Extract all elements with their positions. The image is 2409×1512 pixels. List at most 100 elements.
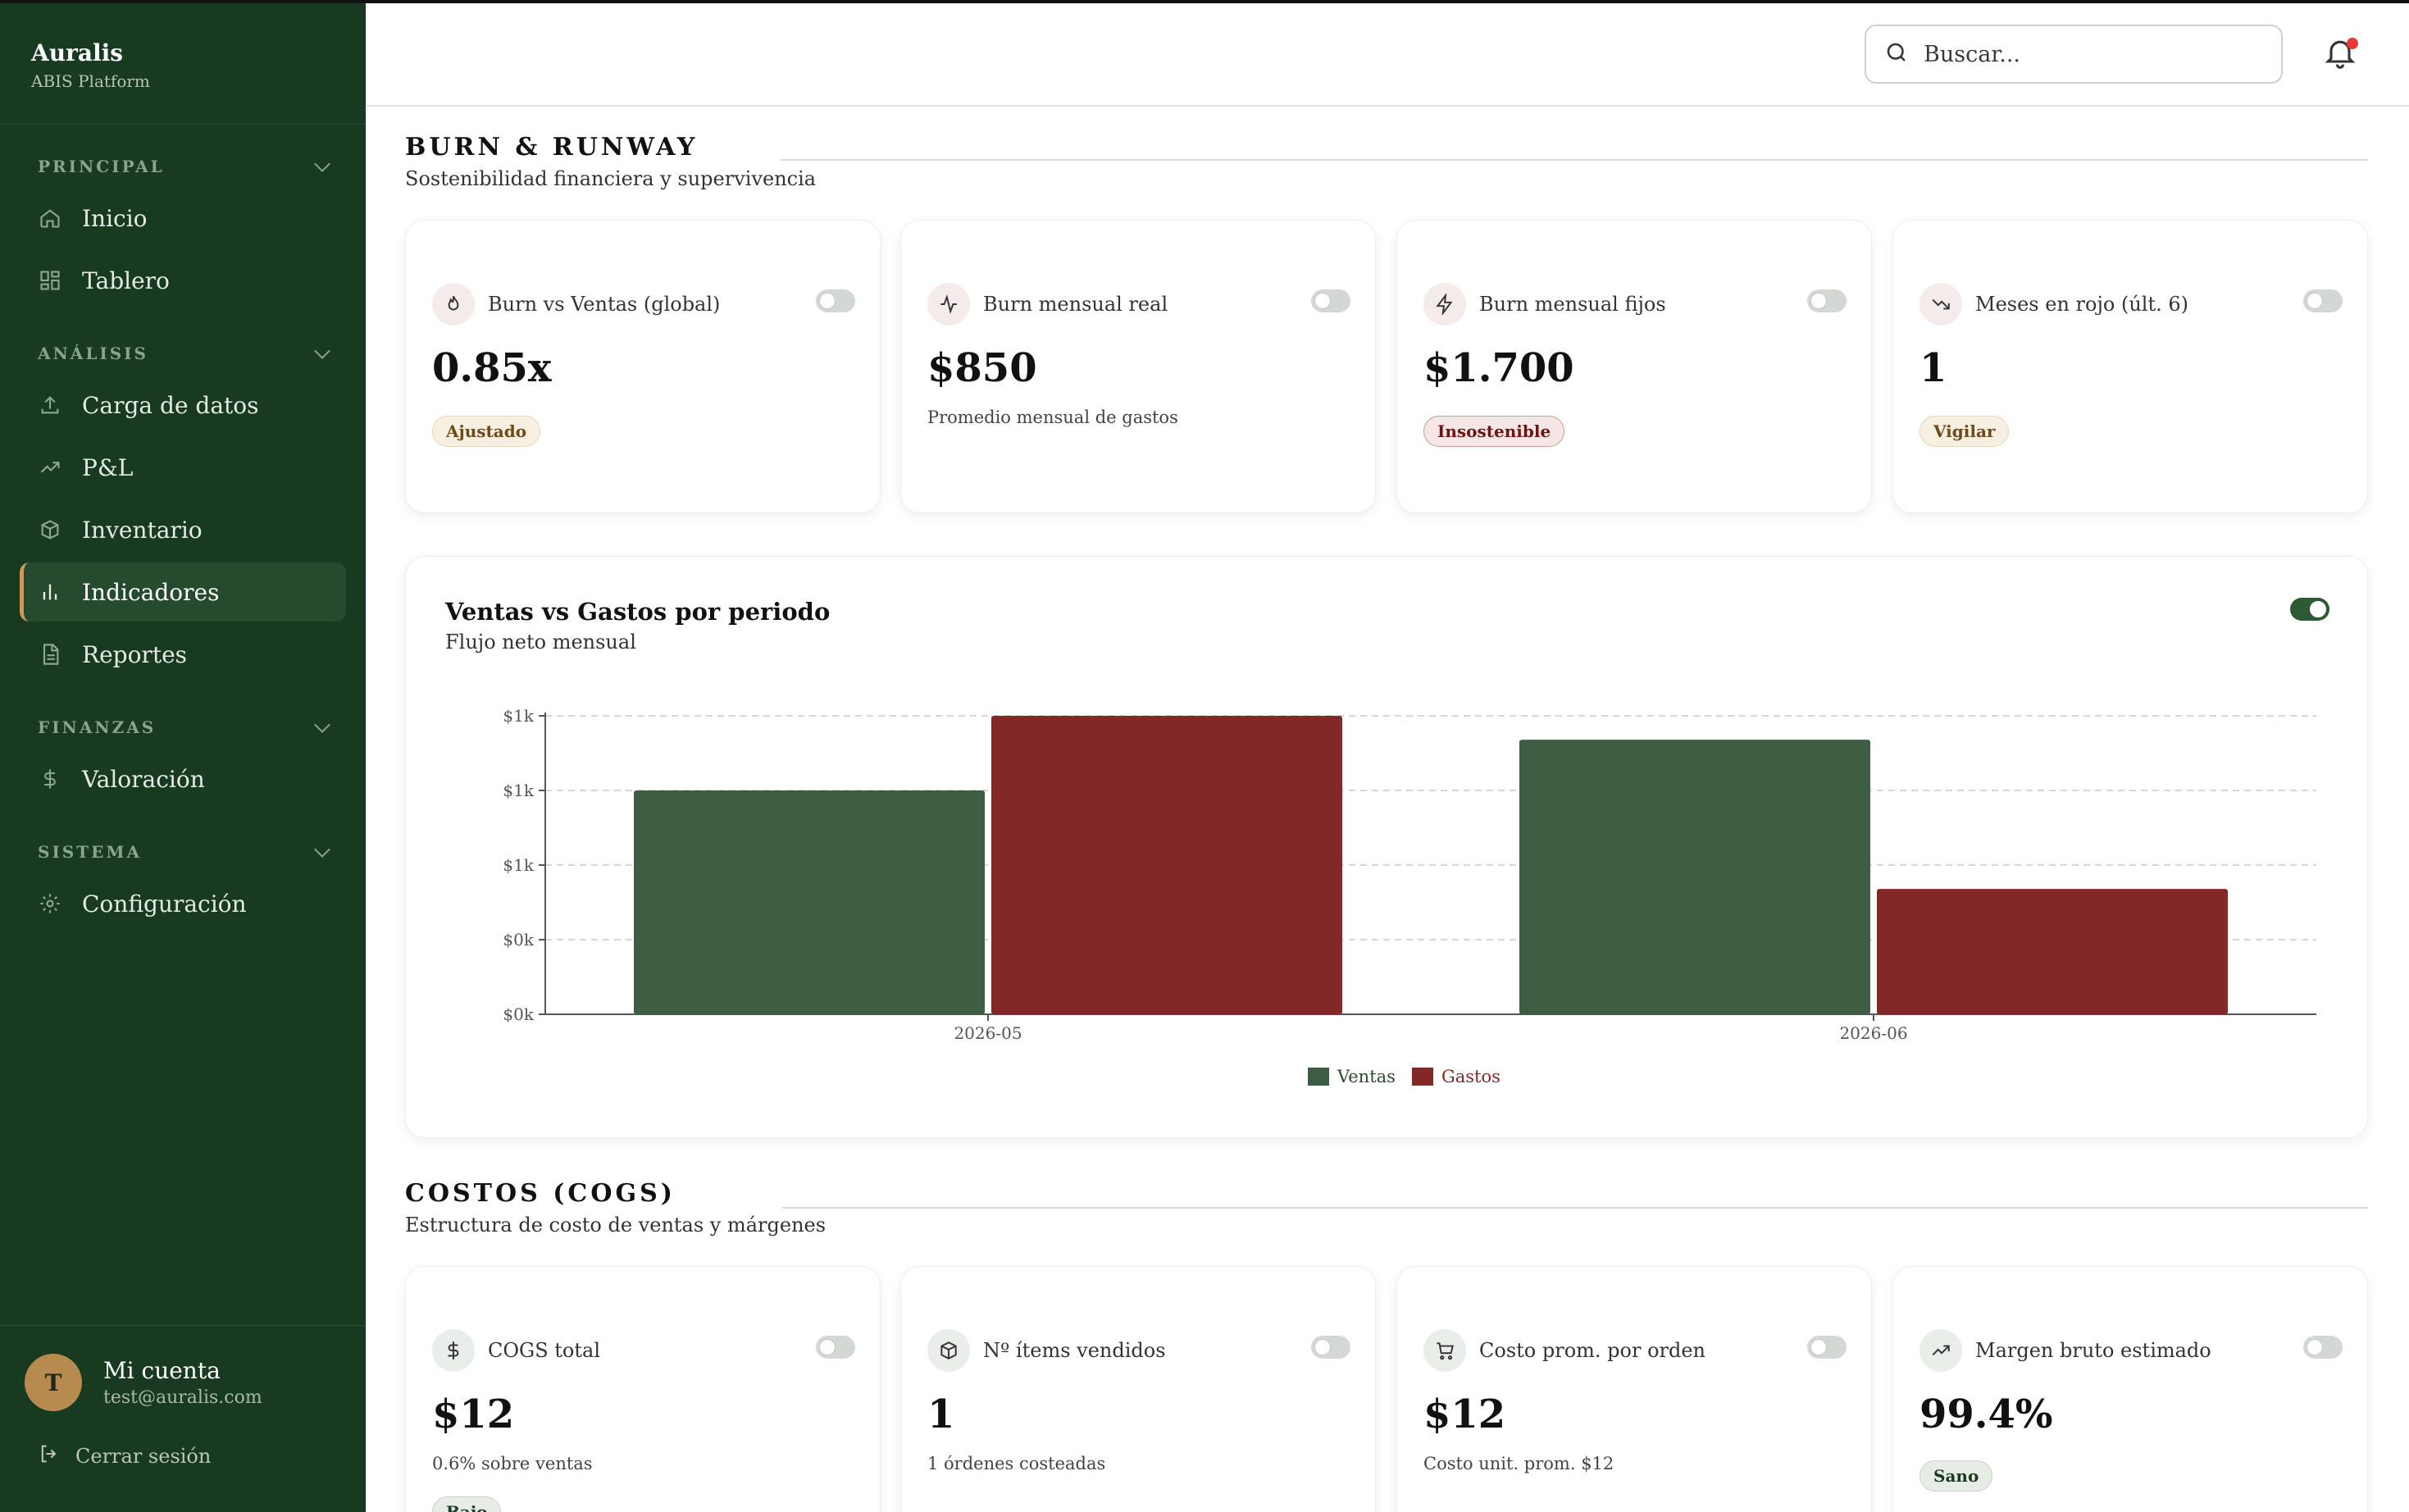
kpi-card-cogs-total: COGS total $12 0.6% sobre ventas Bajo: [405, 1266, 881, 1512]
kpi-note: Promedio mensual de gastos: [927, 408, 1178, 427]
legend-item-gastos[interactable]: Gastos: [1411, 1067, 1501, 1086]
account-menu[interactable]: T Mi cuenta test@auralis.com: [0, 1326, 366, 1411]
nav-section-principal: PRINCIPAL Inicio Tablero: [0, 125, 366, 310]
bar-gastos-2026-05: [991, 716, 1342, 1014]
section-toggle-analisis[interactable]: ANÁLISIS: [20, 341, 346, 366]
chart-legend: Ventas Gastos: [1308, 1067, 1517, 1086]
logout-icon: [38, 1442, 61, 1470]
y-tick-label: $0k: [503, 930, 534, 950]
kpi-card-items-vendidos: Nº ítems vendidos 1 1 órdenes costeadas: [900, 1266, 1376, 1512]
section-title-cogs: COSTOS (COGS): [405, 1179, 676, 1208]
sidebar-item-label: Reportes: [82, 640, 188, 668]
kpi-toggle[interactable]: [2303, 1336, 2343, 1359]
legend-swatch: [1411, 1068, 1433, 1086]
account-name: Mi cuenta: [103, 1357, 221, 1384]
flame-icon: [432, 283, 475, 326]
trend-up-icon: [1919, 1329, 1962, 1372]
kpi-card-margen-bruto: Margen bruto estimado 99.4% Sano: [1892, 1266, 2368, 1512]
section-divider: [781, 159, 2368, 161]
bar-chart: $0k $0k $1k $1k $1k 2026-05 2026-06: [503, 706, 2316, 1043]
kpi-note: Costo unit. prom. $12: [1423, 1454, 1614, 1473]
kpi-card-burn-vs-ventas: Burn vs Ventas (global) 0.85x Ajustado: [405, 220, 881, 513]
kpi-card-meses-en-rojo: Meses en rojo (últ. 6) 1 Vigilar: [1892, 220, 2368, 513]
search-icon: [1884, 40, 1909, 68]
notifications-button[interactable]: [2322, 34, 2363, 75]
section-title: PRINCIPAL: [38, 157, 165, 176]
legend-label: Gastos: [1441, 1067, 1501, 1086]
sidebar-item-label: Valoración: [82, 765, 205, 793]
chevron-down-icon: [314, 841, 330, 858]
chart-toggle[interactable]: [2290, 598, 2329, 621]
logout-button[interactable]: Cerrar sesión: [0, 1411, 366, 1470]
kpi-toggle[interactable]: [1807, 1336, 1847, 1359]
section-toggle-sistema[interactable]: SISTEMA: [20, 840, 346, 864]
kpi-value: 1: [927, 1391, 955, 1437]
chart-title: Ventas vs Gastos por periodo: [445, 598, 831, 626]
dollar-icon: [432, 1329, 475, 1372]
bar-ventas-2026-06: [1519, 740, 1870, 1014]
legend-item-ventas[interactable]: Ventas: [1308, 1067, 1396, 1086]
bar-ventas-2026-05: [634, 790, 985, 1014]
kpi-toggle[interactable]: [1807, 289, 1847, 312]
kpi-label: Burn mensual fijos: [1479, 293, 1666, 316]
trend-down-icon: [1919, 283, 1962, 326]
brand-subtitle: ABIS Platform: [31, 71, 150, 91]
kpi-label: Nº ítems vendidos: [983, 1339, 1166, 1362]
nav-section-finanzas: FINANZAS Valoración: [0, 687, 366, 808]
cart-icon: [1423, 1329, 1466, 1372]
document-icon: [38, 642, 62, 667]
kpi-toggle[interactable]: [2303, 289, 2343, 312]
sidebar-item-pl[interactable]: P&L: [20, 438, 346, 497]
search-box[interactable]: [1865, 25, 2283, 84]
section-toggle-principal[interactable]: PRINCIPAL: [20, 154, 346, 179]
avatar: T: [25, 1354, 82, 1411]
sidebar-item-carga-de-datos[interactable]: Carga de datos: [20, 376, 346, 435]
kpi-toggle[interactable]: [1311, 1336, 1350, 1359]
section-divider: [782, 1207, 2368, 1209]
sidebar-item-inicio[interactable]: Inicio: [20, 189, 346, 248]
kpi-value: 1: [1919, 345, 1947, 391]
x-tick-label: 2026-06: [1839, 1023, 1907, 1043]
chevron-down-icon: [314, 156, 330, 172]
kpi-value: $12: [1423, 1391, 1506, 1437]
dollar-icon: [38, 767, 62, 791]
brand: Auralis ABIS Platform: [0, 3, 366, 125]
sidebar-item-reportes[interactable]: Reportes: [20, 625, 346, 684]
sidebar-item-label: Indicadores: [82, 578, 220, 606]
y-tick-label: $1k: [503, 855, 534, 875]
section-title: SISTEMA: [38, 842, 143, 862]
y-tick-label: $0k: [503, 1004, 534, 1024]
sidebar-item-inventario[interactable]: Inventario: [20, 500, 346, 559]
sidebar-item-tablero[interactable]: Tablero: [20, 251, 346, 310]
section-subtitle-cogs: Estructura de costo de ventas y márgenes: [405, 1214, 827, 1236]
kpi-toggle[interactable]: [816, 1336, 855, 1359]
nav-section-sistema: SISTEMA Configuración: [0, 812, 366, 933]
section-title: ANÁLISIS: [38, 344, 148, 363]
account-email: test@auralis.com: [103, 1387, 262, 1408]
box-icon: [38, 517, 62, 542]
zap-icon: [1423, 283, 1466, 326]
sidebar-item-configuracion[interactable]: Configuración: [20, 874, 346, 933]
notification-dot: [2347, 38, 2358, 49]
section-toggle-finanzas[interactable]: FINANZAS: [20, 715, 346, 740]
home-icon: [38, 206, 62, 230]
section-title-burn: BURN & RUNWAY: [405, 133, 699, 162]
box-icon: [927, 1329, 970, 1372]
nav-section-analisis: ANÁLISIS Carga de datos P&L Inventario: [0, 313, 366, 684]
section-title: FINANZAS: [38, 717, 157, 737]
sidebar-item-valoracion[interactable]: Valoración: [20, 749, 346, 808]
trend-up-icon: [38, 455, 62, 480]
chevron-down-icon: [314, 343, 330, 359]
kpi-card-burn-mensual-real: Burn mensual real $850 Promedio mensual …: [900, 220, 1376, 513]
sidebar-item-indicadores[interactable]: Indicadores: [20, 562, 346, 622]
brand-name: Auralis: [31, 39, 124, 66]
search-input[interactable]: [1924, 41, 2252, 67]
top-border: [0, 0, 2409, 3]
kpi-toggle[interactable]: [816, 289, 855, 312]
sidebar: Auralis ABIS Platform PRINCIPAL Inicio T…: [0, 3, 366, 1512]
kpi-note: 0.6% sobre ventas: [432, 1454, 593, 1473]
status-badge: Sano: [1919, 1460, 1993, 1492]
kpi-toggle[interactable]: [1311, 289, 1350, 312]
gear-icon: [38, 891, 62, 916]
chart-subtitle: Flujo neto mensual: [445, 631, 636, 654]
